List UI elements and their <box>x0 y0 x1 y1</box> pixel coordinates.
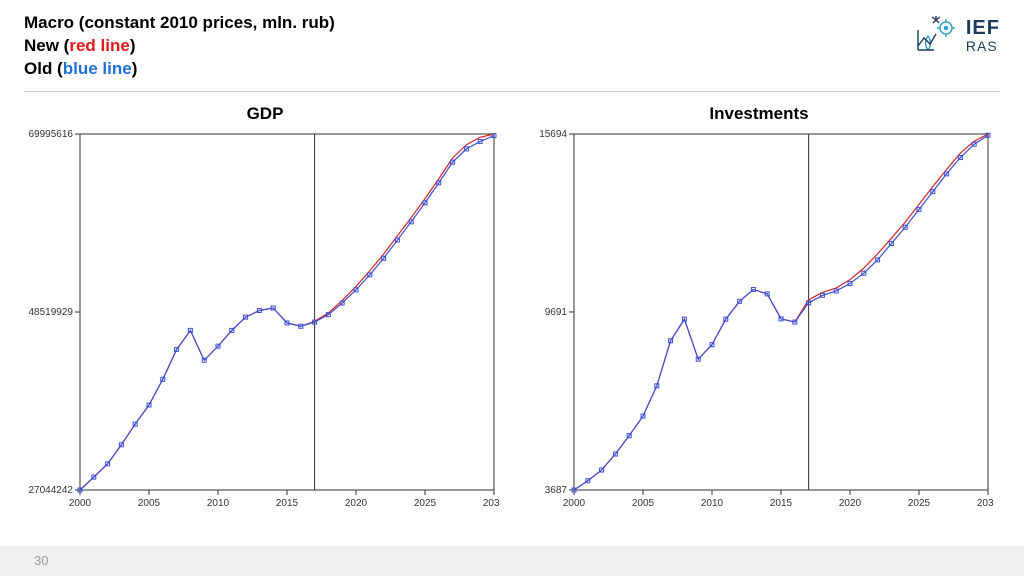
svg-text:2005: 2005 <box>632 498 655 509</box>
svg-text:2000: 2000 <box>563 498 586 509</box>
line2-prefix: New ( <box>24 36 69 55</box>
svg-text:15694: 15694 <box>539 129 567 140</box>
title-line-1: Macro (constant 2010 prices, mln. rub) <box>24 12 335 35</box>
logo-icon <box>914 16 958 56</box>
footer-bar <box>0 546 1024 576</box>
svg-text:3687: 3687 <box>545 485 568 496</box>
svg-text:2020: 2020 <box>345 498 368 509</box>
logo-sub: RAS <box>966 38 1000 54</box>
svg-text:2030: 2030 <box>977 498 994 509</box>
svg-text:2010: 2010 <box>701 498 724 509</box>
line2-suffix: ) <box>130 36 136 55</box>
line3-suffix: ) <box>132 59 138 78</box>
title-line-2: New (red line) <box>24 35 335 58</box>
red-line-label: red line <box>69 36 129 55</box>
logo-main: IEF <box>966 18 1000 38</box>
chart-gdp: 2000 2005 2010 2015 2020 2025 2030 27044242 4851… <box>24 128 500 513</box>
logo: IEF RAS <box>914 16 1000 56</box>
svg-text:2025: 2025 <box>908 498 931 509</box>
svg-text:2015: 2015 <box>276 498 299 509</box>
svg-text:2030: 2030 <box>483 498 500 509</box>
svg-text:48519929: 48519929 <box>29 307 74 318</box>
blue-line-label: blue line <box>63 59 132 78</box>
line3-prefix: Old ( <box>24 59 63 78</box>
svg-text:9691: 9691 <box>545 307 568 318</box>
title-line-3: Old (blue line) <box>24 58 335 81</box>
svg-text:2015: 2015 <box>770 498 793 509</box>
separator <box>24 91 1000 92</box>
svg-text:2020: 2020 <box>839 498 862 509</box>
svg-text:2005: 2005 <box>138 498 161 509</box>
svg-text:2000: 2000 <box>69 498 92 509</box>
svg-text:2010: 2010 <box>207 498 230 509</box>
chart-title-gdp: GDP <box>24 104 506 124</box>
chart-title-inv: Investments <box>518 104 1000 124</box>
page-number: 30 <box>34 553 48 568</box>
chart-inv: 2000 2005 2010 2015 2020 2025 2030 3687 9691 1569… <box>518 128 994 513</box>
svg-text:2025: 2025 <box>414 498 437 509</box>
svg-text:69995616: 69995616 <box>29 129 74 140</box>
svg-text:27044242: 27044242 <box>29 485 74 496</box>
